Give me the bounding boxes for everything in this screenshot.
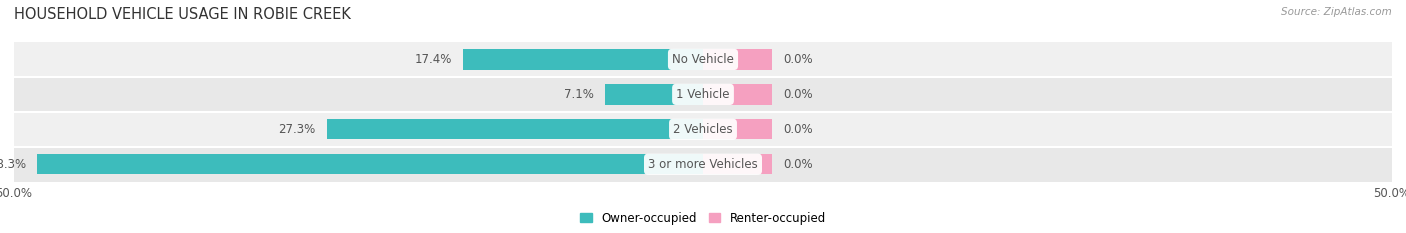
Text: 27.3%: 27.3% <box>278 123 316 136</box>
Text: 0.0%: 0.0% <box>783 123 813 136</box>
Text: 3 or more Vehicles: 3 or more Vehicles <box>648 158 758 171</box>
Text: 0.0%: 0.0% <box>783 88 813 101</box>
Text: 2 Vehicles: 2 Vehicles <box>673 123 733 136</box>
Bar <box>703 119 772 139</box>
Bar <box>326 119 703 139</box>
Bar <box>14 112 1392 147</box>
Text: No Vehicle: No Vehicle <box>672 53 734 66</box>
Legend: Owner-occupied, Renter-occupied: Owner-occupied, Renter-occupied <box>579 212 827 225</box>
Bar <box>703 84 772 105</box>
Bar <box>703 49 772 69</box>
Text: 1 Vehicle: 1 Vehicle <box>676 88 730 101</box>
Text: 0.0%: 0.0% <box>783 53 813 66</box>
Text: 0.0%: 0.0% <box>783 158 813 171</box>
Bar <box>463 49 703 69</box>
Bar <box>14 147 1392 182</box>
Text: Source: ZipAtlas.com: Source: ZipAtlas.com <box>1281 7 1392 17</box>
Text: HOUSEHOLD VEHICLE USAGE IN ROBIE CREEK: HOUSEHOLD VEHICLE USAGE IN ROBIE CREEK <box>14 7 352 22</box>
Bar <box>38 154 703 174</box>
Bar <box>605 84 703 105</box>
Text: 17.4%: 17.4% <box>415 53 453 66</box>
Text: 7.1%: 7.1% <box>564 88 595 101</box>
Bar <box>14 77 1392 112</box>
Bar <box>703 154 772 174</box>
Text: 48.3%: 48.3% <box>0 158 27 171</box>
Bar <box>14 42 1392 77</box>
